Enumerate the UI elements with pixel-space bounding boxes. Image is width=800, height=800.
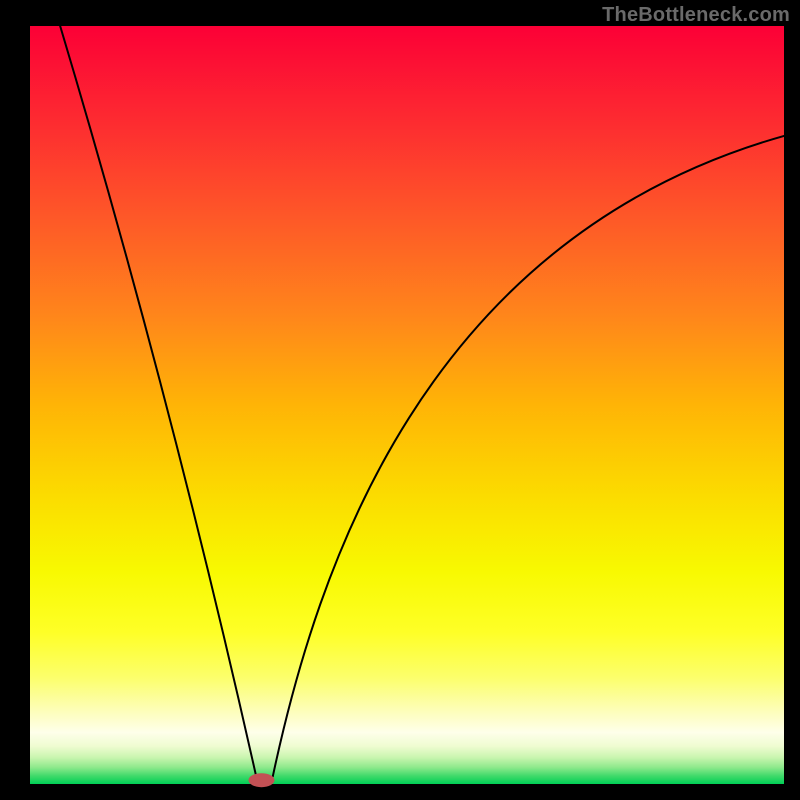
curve-vertex-marker [248, 773, 274, 787]
plot-area [30, 26, 784, 784]
bottleneck-chart [0, 0, 800, 800]
watermark-text: TheBottleneck.com [602, 4, 790, 27]
